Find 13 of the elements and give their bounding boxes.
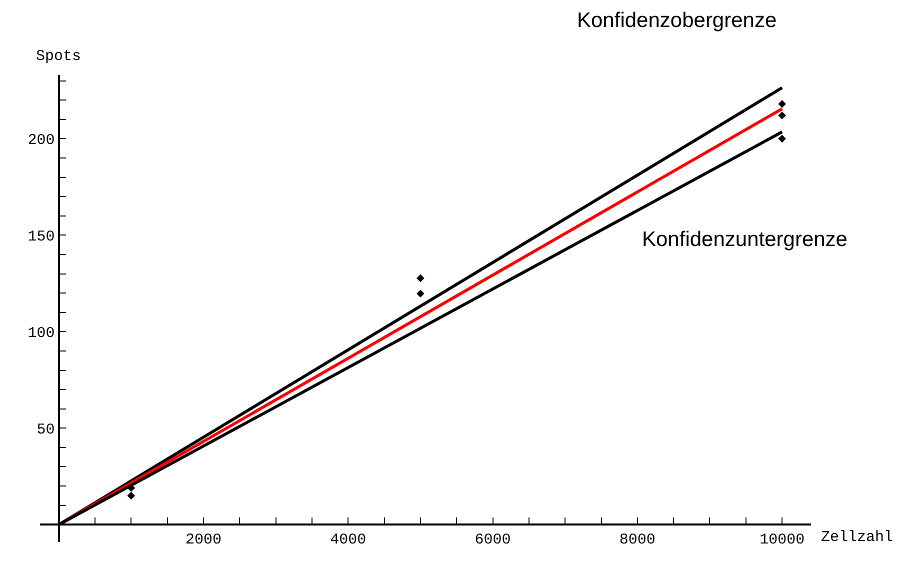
x-tick-label: 2000 xyxy=(185,532,222,549)
x-tick-label: 4000 xyxy=(330,532,366,549)
x-tick-label: 8000 xyxy=(619,532,656,549)
x-axis-title: Zellzahl xyxy=(821,529,894,546)
y-tick-label: 100 xyxy=(28,324,55,342)
x-tick-label: 10000 xyxy=(760,532,805,549)
x-tick-label: 6000 xyxy=(474,532,511,549)
y-tick-label: 200 xyxy=(28,132,55,149)
y-axis-title: Spots xyxy=(36,48,82,65)
y-tick-label: 150 xyxy=(28,228,55,246)
text: Konfidenzobergrenze xyxy=(577,9,777,32)
series-label: Konfidenzuntergrenze xyxy=(642,228,848,251)
y-tick-label: 50 xyxy=(36,421,55,438)
